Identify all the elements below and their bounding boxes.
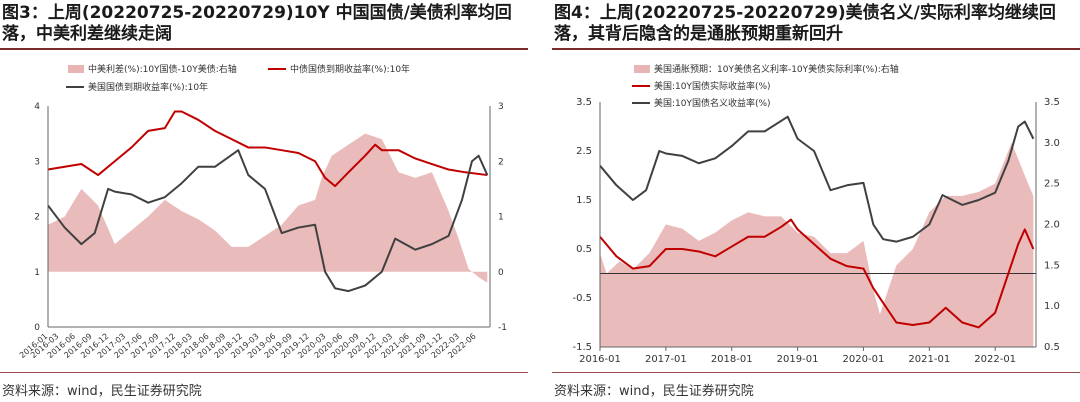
x-tick-label: 2022-01	[974, 354, 1016, 365]
legend-label: 美国通胀预期：10Y美债名义利率-10Y美债实际利率(%):右轴	[654, 63, 899, 75]
chart-svg-left: 中美利差(%):10Y国债-10Y美债:右轴 中债国债到期收益率(%):10年美国…	[18, 63, 507, 360]
y-tick-right: 3	[498, 102, 504, 112]
y-tick-left: -0.5	[572, 293, 592, 304]
y-tick-right: -1	[498, 323, 507, 333]
y-tick-left: 3.5	[576, 97, 592, 108]
x-tick-label: 2020-01	[843, 354, 885, 365]
y-tick-right: 1.5	[1044, 260, 1060, 271]
y-tick-left: -1.5	[572, 342, 592, 353]
legend-label: 中美利差(%):10Y国债-10Y美债:右轴	[88, 63, 237, 75]
y-tick-left: 2.5	[576, 146, 592, 157]
area-series	[600, 142, 1034, 347]
line-series	[599, 115, 1035, 243]
y-tick-right: 0.5	[1044, 342, 1060, 353]
y-tick-left: 1.5	[576, 195, 592, 206]
y-tick-left: 0.5	[576, 244, 592, 255]
area-series	[48, 133, 488, 283]
figure-title: 图3：上周(20220725-20220729)10Y 中国国债/美债利率均回落…	[2, 3, 512, 44]
legend-swatch	[634, 65, 650, 73]
title-rule	[0, 48, 528, 50]
line-series	[47, 149, 489, 293]
y-tick-left: 1	[34, 268, 40, 278]
y-tick-right: 0	[498, 268, 504, 278]
legend-label: 美国:10Y国债实际收益率(%)	[654, 80, 771, 92]
legend-label: 美国国债到期收益率(%):10年	[88, 81, 208, 93]
line-series	[47, 110, 488, 188]
source-rule	[552, 372, 1080, 373]
y-tick-left: 2	[34, 213, 40, 223]
x-tick-label: 2021-01	[908, 354, 950, 365]
source-note: 资料来源：wind，民生证券研究院	[554, 384, 754, 399]
x-tick-label: 2018-01	[711, 354, 753, 365]
chart-panel-right: 图4：上周(20220725-20220729)美债名义/实际利率均继续回落，其…	[552, 0, 1080, 402]
y-tick-right: 3.0	[1044, 138, 1060, 149]
source-rule	[0, 372, 528, 373]
y-tick-left: 0	[34, 323, 40, 333]
y-tick-right: 1.0	[1044, 301, 1060, 312]
y-tick-left: 4	[34, 102, 40, 112]
legend-swatch	[68, 65, 84, 73]
y-tick-right: 2	[498, 157, 504, 167]
y-tick-right: 1	[498, 213, 504, 223]
legend-label: 中债国债到期收益率(%):10年	[290, 63, 410, 75]
line-series	[599, 218, 1035, 329]
source-note: 资料来源：wind，民生证券研究院	[2, 384, 202, 399]
y-tick-right: 2.5	[1044, 179, 1060, 190]
title-rule	[552, 48, 1080, 50]
x-tick-label: 2019-01	[777, 354, 819, 365]
x-tick-label: 2017-01	[645, 354, 687, 365]
chart-svg-right: 美国通胀预期：10Y美债名义利率-10Y美债实际利率(%):右轴美国:10Y国债…	[572, 63, 1060, 365]
chart-panel-left: 图3：上周(20220725-20220729)10Y 中国国债/美债利率均回落…	[0, 0, 528, 402]
y-tick-right: 3.5	[1044, 97, 1060, 108]
figure-title: 图4：上周(20220725-20220729)美债名义/实际利率均继续回落，其…	[554, 3, 1056, 44]
x-tick-label: 2016-01	[579, 354, 621, 365]
legend-label: 美国:10Y国债名义收益率(%)	[654, 97, 771, 109]
y-tick-right: 2.0	[1044, 220, 1060, 231]
y-tick-left: 3	[34, 157, 40, 167]
